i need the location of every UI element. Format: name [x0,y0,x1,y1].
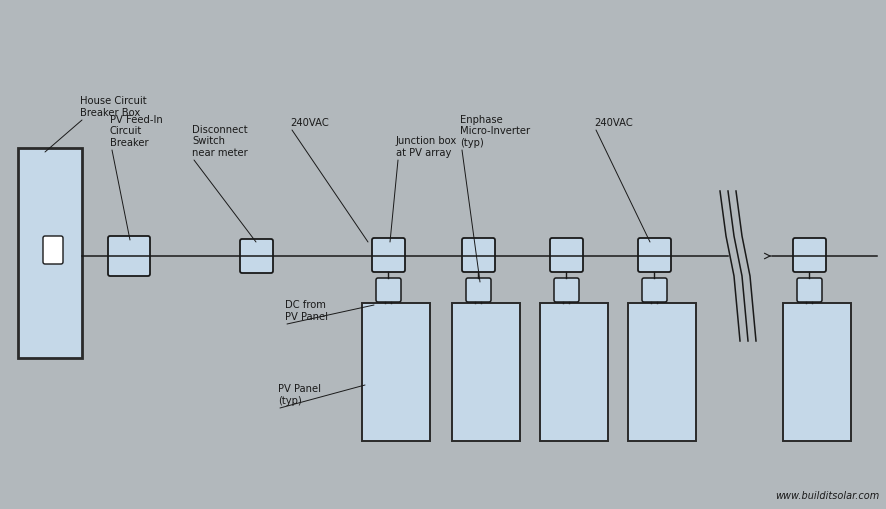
FancyBboxPatch shape [792,238,825,272]
FancyBboxPatch shape [554,278,579,302]
Text: 240VAC: 240VAC [594,118,632,128]
Bar [452,303,519,441]
Text: Junction box
at PV array: Junction box at PV array [395,136,457,158]
FancyBboxPatch shape [637,238,670,272]
FancyBboxPatch shape [465,278,491,302]
Text: 240VAC: 240VAC [290,118,329,128]
Text: House Circuit
Breaker Box: House Circuit Breaker Box [80,96,146,118]
Text: PV Feed-In
Circuit
Breaker: PV Feed-In Circuit Breaker [110,115,162,148]
Text: Disconnect
Switch
near meter: Disconnect Switch near meter [191,125,247,158]
FancyBboxPatch shape [797,278,821,302]
Bar [782,303,850,441]
FancyBboxPatch shape [641,278,666,302]
Text: DC from
PV Panel: DC from PV Panel [284,300,328,322]
Bar [361,303,430,441]
Bar [540,303,607,441]
Text: Enphase
Micro-Inverter
(typ): Enphase Micro-Inverter (typ) [460,115,530,148]
FancyBboxPatch shape [549,238,582,272]
FancyBboxPatch shape [43,236,63,264]
FancyBboxPatch shape [108,236,150,276]
Text: PV Panel
(typ): PV Panel (typ) [277,384,321,406]
Bar [18,148,82,358]
FancyBboxPatch shape [240,239,273,273]
FancyBboxPatch shape [462,238,494,272]
Text: www.builditsolar.com: www.builditsolar.com [773,491,878,501]
FancyBboxPatch shape [371,238,405,272]
FancyBboxPatch shape [376,278,400,302]
Bar [627,303,696,441]
